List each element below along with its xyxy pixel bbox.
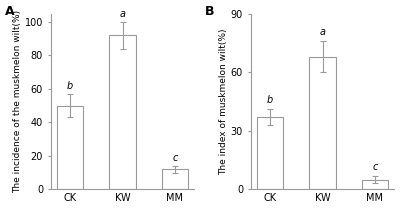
Bar xyxy=(162,169,188,189)
Text: c: c xyxy=(172,153,178,163)
Bar xyxy=(57,106,83,189)
Text: A: A xyxy=(5,5,14,18)
Text: b: b xyxy=(67,80,73,90)
Text: B: B xyxy=(205,5,214,18)
Bar xyxy=(110,35,136,189)
Bar xyxy=(257,117,283,189)
Bar xyxy=(310,57,336,189)
Text: a: a xyxy=(120,9,126,19)
Y-axis label: The index of muskmelon wilt(%): The index of muskmelon wilt(%) xyxy=(219,28,228,175)
Text: c: c xyxy=(372,162,378,172)
Text: b: b xyxy=(267,95,273,105)
Y-axis label: The incidence of the muskmelon wilt(%): The incidence of the muskmelon wilt(%) xyxy=(13,10,22,193)
Text: a: a xyxy=(320,27,326,37)
Bar xyxy=(362,180,388,189)
